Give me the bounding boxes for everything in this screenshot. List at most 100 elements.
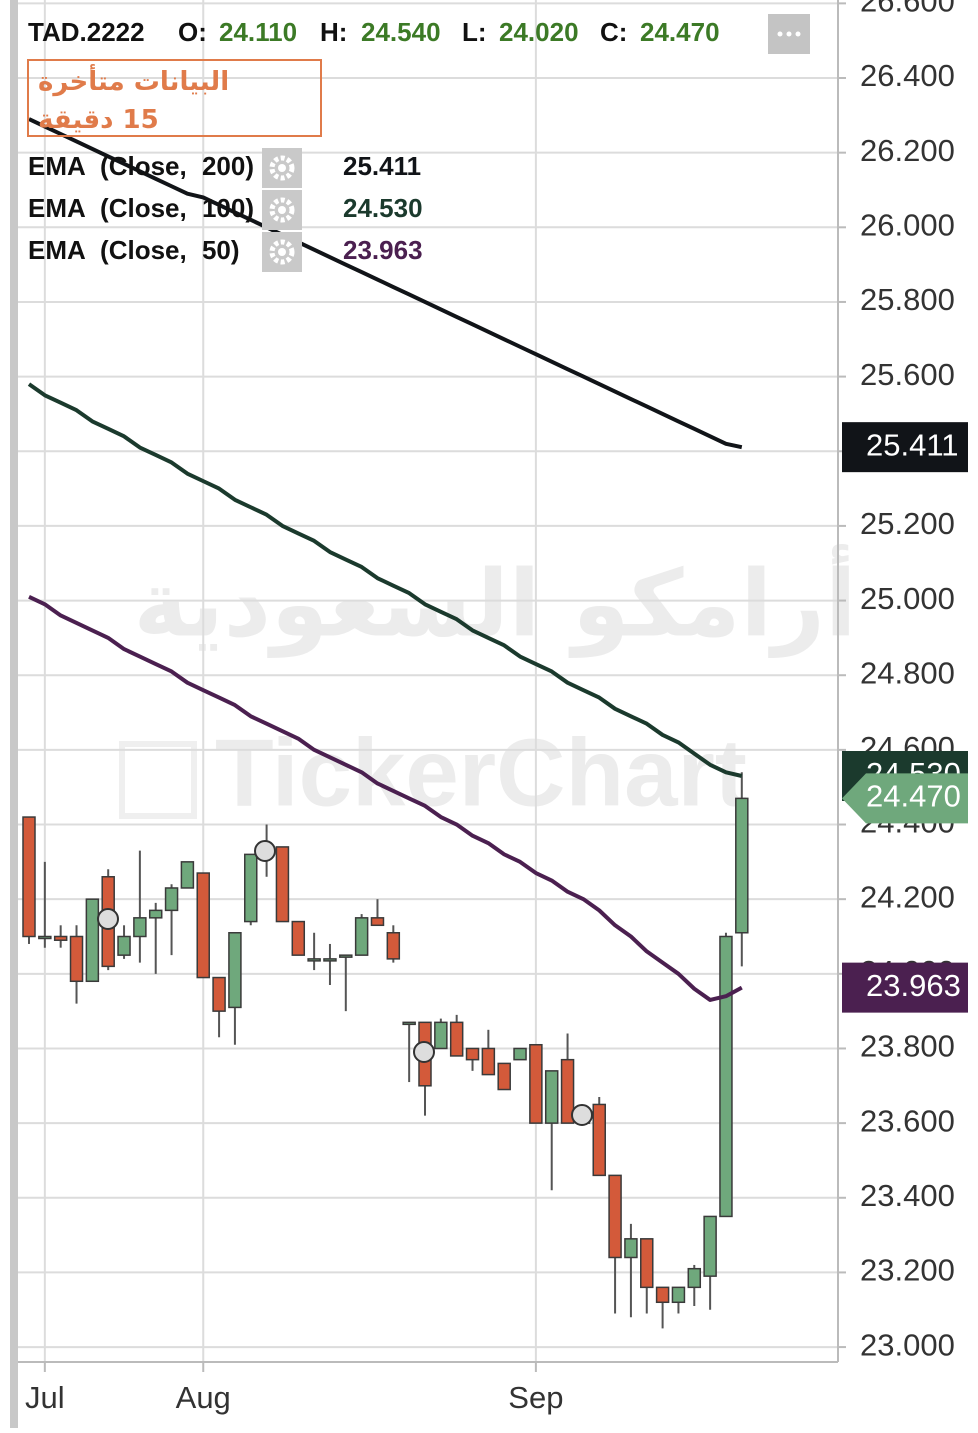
dot	[777, 31, 783, 37]
candle-body	[180, 861, 195, 889]
legend-value: 25.411	[343, 151, 421, 181]
candle-body	[275, 846, 290, 923]
candle-body	[703, 1215, 717, 1277]
ohlc-value: 24.540	[361, 17, 441, 47]
event-markers	[97, 840, 593, 1126]
y-tick-label: 23.600	[860, 1103, 955, 1138]
dot	[795, 31, 801, 37]
event-marker[interactable]	[97, 908, 119, 930]
ohlc-value: 24.110	[219, 17, 297, 47]
candle-body	[291, 920, 306, 956]
candle-body	[449, 1021, 464, 1057]
ema-line	[28, 595, 743, 1002]
y-tick-label: 23.000	[860, 1327, 955, 1362]
y-tick-label: 26.600	[860, 0, 955, 19]
candle-body	[481, 1047, 496, 1076]
background-layer: أرامكو السعودية TickerChart	[119, 543, 857, 826]
candle-body	[497, 1062, 511, 1091]
candle-body	[735, 797, 749, 934]
candle-body	[513, 1047, 527, 1061]
candle-body	[386, 932, 401, 960]
legend-name: EMA (Close, 50)	[28, 235, 240, 265]
candle-body	[339, 954, 353, 958]
candle-body	[560, 1058, 575, 1124]
legend-name: EMA (Close, 100)	[28, 193, 254, 223]
last-value-label: 25.411	[866, 427, 959, 462]
watermark-logo	[119, 741, 197, 819]
ema-line	[27, 382, 743, 778]
gear-hub[interactable]	[278, 206, 286, 214]
ohlc-label: L:	[462, 17, 487, 47]
event-marker[interactable]	[571, 1104, 593, 1126]
last-value-label: 23.963	[866, 968, 961, 1003]
plot-layer	[22, 117, 749, 1329]
candle-body	[69, 935, 84, 983]
event-marker[interactable]	[254, 840, 276, 862]
candle-body	[148, 909, 163, 919]
header: TAD.2222 O: 24.110 H: 24.540 L: 24.020 C: 24.47…	[28, 17, 720, 47]
y-tick-label: 26.200	[860, 133, 955, 168]
candle-body	[196, 872, 210, 979]
candle-body	[323, 958, 337, 962]
ohlc-label: H:	[320, 17, 347, 47]
candle-body	[354, 917, 369, 956]
candle-body	[402, 1021, 416, 1026]
settings-button[interactable]	[262, 148, 302, 188]
y-tick-label: 24.200	[860, 879, 955, 914]
candle-body	[640, 1238, 654, 1289]
y-tick-label: 25.600	[860, 357, 955, 392]
dot	[786, 31, 792, 37]
close-label: 24.470	[866, 779, 961, 814]
candle-body	[671, 1286, 686, 1304]
legend-name: EMA (Close, 200)	[28, 151, 254, 181]
y-tick-label: 23.400	[860, 1178, 955, 1213]
ohlc-label: C:	[600, 17, 627, 47]
ema-line	[28, 117, 743, 450]
x-tick-label: Sep	[508, 1380, 563, 1415]
candle-body	[465, 1047, 480, 1061]
ohlc-value: 24.470	[640, 17, 720, 47]
gear-hub[interactable]	[278, 248, 286, 256]
last-value-badge	[842, 422, 968, 473]
candle-body	[244, 853, 258, 923]
settings-button[interactable]	[262, 190, 302, 230]
gear-hub[interactable]	[278, 164, 286, 172]
y-tick-label: 26.000	[860, 207, 955, 242]
left-edge	[10, 0, 18, 1428]
y-tick-label: 25.800	[860, 282, 955, 317]
y-tick-label: 23.800	[860, 1029, 955, 1064]
candle-body	[687, 1267, 702, 1289]
candle-body	[307, 958, 321, 962]
x-tick-label: Aug	[176, 1380, 231, 1415]
legend: EMA (Close, 200) 25.411 EMA (Close, 100) 24…	[28, 148, 423, 272]
event-marker[interactable]	[413, 1041, 435, 1063]
candle-body	[22, 816, 36, 938]
candle-body	[719, 935, 733, 1218]
x-tick-label: Jul	[25, 1380, 65, 1415]
y-tick-label: 26.400	[860, 58, 955, 93]
candle-body	[133, 917, 147, 938]
y-tick-label: 24.800	[860, 655, 955, 690]
candle-body	[544, 1070, 559, 1124]
last-value-badge	[842, 962, 968, 1013]
candle-body	[212, 976, 226, 1012]
gear-icon[interactable]	[269, 155, 295, 181]
candle-body	[608, 1174, 622, 1259]
delay-notice-text: البيانات متأخرة 15 دقيقة	[38, 67, 230, 135]
symbol: TAD.2222	[28, 17, 145, 47]
more-button[interactable]	[768, 14, 810, 54]
ohlc-value: 24.020	[499, 17, 579, 47]
candle-body	[624, 1238, 638, 1259]
candle-body	[529, 1043, 543, 1124]
gear-icon[interactable]	[269, 197, 295, 223]
watermark: TickerChart	[215, 719, 747, 826]
candle-body	[592, 1103, 606, 1177]
gear-icon[interactable]	[269, 239, 295, 265]
ohlc-label: O:	[178, 17, 207, 47]
candle-body	[228, 932, 242, 1009]
settings-button[interactable]	[262, 232, 302, 272]
candle-body	[370, 917, 385, 927]
